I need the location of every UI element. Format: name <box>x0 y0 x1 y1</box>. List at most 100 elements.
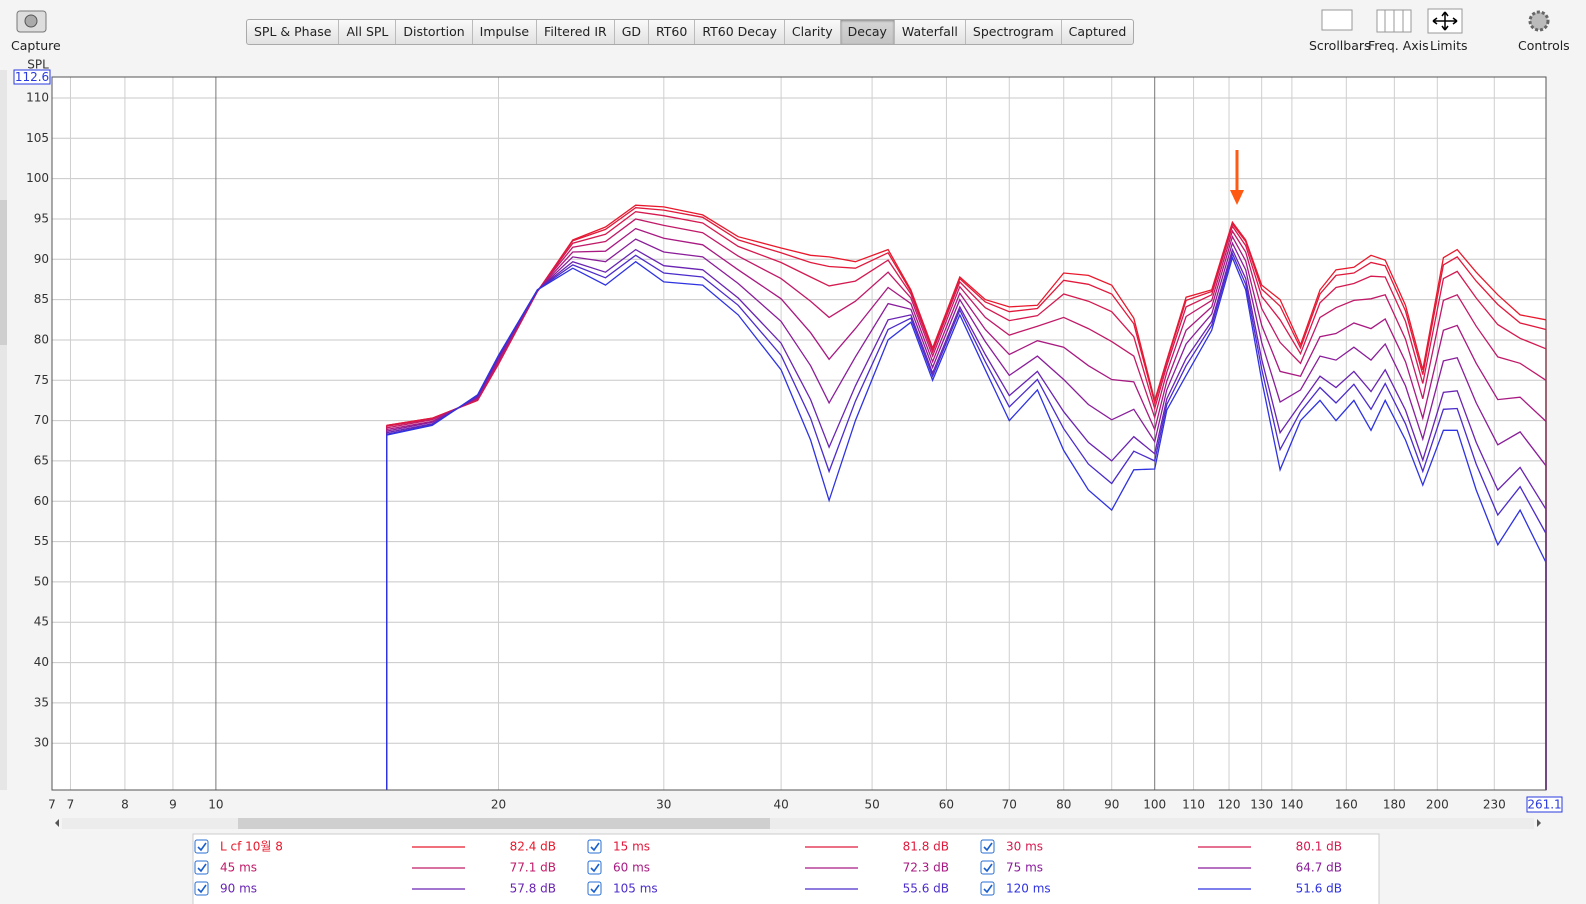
y-tick-label: 110 <box>26 90 49 104</box>
tab[interactable]: GD <box>615 20 650 44</box>
tool-label[interactable]: Limits <box>1430 38 1468 53</box>
h-scrollbar[interactable] <box>62 818 1534 829</box>
plot-area <box>52 77 1546 790</box>
freq-axis-lines <box>1384 10 1404 32</box>
legend-checkbox[interactable] <box>194 881 209 896</box>
left-strip-thumb[interactable] <box>0 200 7 345</box>
x-tick-label: 120 <box>1218 798 1241 812</box>
tab[interactable]: RT60 <box>649 20 696 44</box>
tab-active[interactable]: Decay <box>840 20 895 44</box>
y-tick-label: 50 <box>34 574 49 588</box>
legend-readout: 57.8 dB <box>510 882 556 896</box>
y-tick-label: 95 <box>34 211 49 225</box>
legend-check <box>590 884 600 894</box>
y-tick-label: 45 <box>34 615 49 629</box>
legend-readout: 51.6 dB <box>1296 882 1342 896</box>
decay-curve <box>386 251 1547 534</box>
limits-arrows <box>1432 11 1458 31</box>
legend-checkbox[interactable] <box>980 860 995 875</box>
legend-checkbox[interactable] <box>587 839 602 854</box>
decay-curve <box>386 218 1547 429</box>
y-tick-label: 40 <box>34 655 49 669</box>
arrow-head <box>1230 190 1244 205</box>
tab[interactable]: All SPL <box>339 20 397 44</box>
x-tick-label: 80 <box>1056 798 1071 812</box>
tab[interactable]: RT60 Decay <box>695 20 785 44</box>
x-tick-label: 70 <box>1002 798 1017 812</box>
y-tick-label: 75 <box>34 373 49 387</box>
y-tick-label: 55 <box>34 534 49 548</box>
tab[interactable]: Spectrogram <box>966 20 1062 44</box>
tab[interactable]: Impulse <box>473 20 538 44</box>
legend-readout: 81.8 dB <box>903 840 949 854</box>
x-tick-label: 60 <box>939 798 954 812</box>
legend-name: 60 ms <box>613 861 650 875</box>
legend-checkbox[interactable] <box>980 839 995 854</box>
tab[interactable]: Distortion <box>396 20 473 44</box>
x-tick-label: 230 <box>1483 798 1506 812</box>
legend-checkbox[interactable] <box>194 860 209 875</box>
x-tick-label: 90 <box>1104 798 1119 812</box>
x-tick-label: 20 <box>491 798 506 812</box>
legend-checkbox[interactable] <box>587 860 602 875</box>
legend-readout: 82.4 dB <box>510 840 556 854</box>
y-tick-label: 90 <box>34 252 49 266</box>
decay-curve <box>386 211 1547 427</box>
plot-frame <box>51 76 1547 791</box>
x-tick-label: 50 <box>864 798 879 812</box>
legend-check <box>983 884 993 894</box>
tool-label[interactable]: Scrollbars <box>1309 38 1371 53</box>
legend-name: L cf 10월 8 <box>220 840 283 854</box>
y-max-box[interactable] <box>13 69 51 85</box>
tab[interactable]: Captured <box>1068 24 1127 39</box>
legend-check <box>983 863 993 873</box>
y-tick-label: 70 <box>34 413 49 427</box>
x-tick-label: 30 <box>656 798 671 812</box>
capture-button[interactable] <box>16 10 47 33</box>
x-tick-label: 100 <box>1143 798 1166 812</box>
y-max-label: 112.6 <box>15 70 49 84</box>
capture-label[interactable]: Capture <box>11 38 61 53</box>
x-tick-label: 9 <box>169 798 177 812</box>
legend-checkbox[interactable] <box>587 881 602 896</box>
tool-label[interactable]: Freq. Axis <box>1368 38 1429 53</box>
y-tick-label: 65 <box>34 453 49 467</box>
decay-curve <box>386 204 1547 427</box>
legend-name: 15 ms <box>613 840 650 854</box>
tab[interactable]: Clarity <box>785 20 841 44</box>
legend-check <box>590 863 600 873</box>
legend-readout: 72.3 dB <box>903 861 949 875</box>
x-tick-label: 10 <box>208 798 223 812</box>
y-tick-label: 85 <box>34 292 49 306</box>
y-tick-label: 105 <box>26 131 49 145</box>
tab[interactable]: Filtered IR <box>537 20 615 44</box>
decay-curve <box>386 227 1547 432</box>
x-tick-label: 7 <box>67 798 75 812</box>
h-scroll-thumb[interactable] <box>238 818 770 829</box>
y-tick-label: 35 <box>34 695 49 709</box>
legend-name: 45 ms <box>220 861 257 875</box>
x-tick-label: 7 <box>48 798 56 812</box>
legend-checkbox[interactable] <box>194 839 209 854</box>
x-tick-label: 200 <box>1426 798 1449 812</box>
decay-curve <box>386 238 1547 467</box>
tab[interactable]: SPL & Phase <box>247 20 340 44</box>
x-max-box[interactable] <box>1526 796 1563 813</box>
legend-check <box>590 842 600 852</box>
tool-label[interactable]: Controls <box>1518 38 1570 53</box>
x-tick-label: 8 <box>121 798 129 812</box>
legend-readout: 80.1 dB <box>1296 840 1342 854</box>
legend-readout: 55.6 dB <box>903 882 949 896</box>
scrollbars-icon[interactable] <box>1321 9 1353 31</box>
legend-panel <box>192 833 1380 904</box>
legend-check <box>197 884 207 894</box>
legend-name: 90 ms <box>220 882 257 896</box>
tab[interactable]: Waterfall <box>895 20 966 44</box>
legend-readout: 64.7 dB <box>1296 861 1342 875</box>
decay-curve <box>386 207 1547 427</box>
controls-icon[interactable] <box>1528 10 1550 32</box>
legend-checkbox[interactable] <box>980 881 995 896</box>
decay-curve <box>386 255 1547 563</box>
